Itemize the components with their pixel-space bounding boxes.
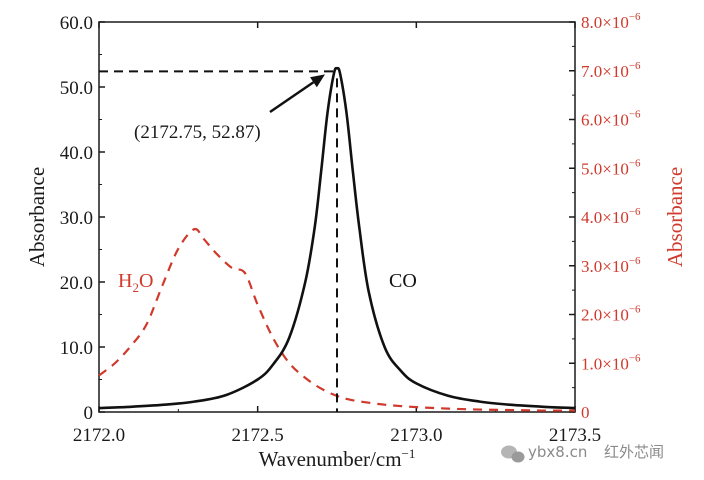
tick-labels: 2172.0 2172.5 2173.0 2173.5 0 10.0 20.0 30.0 40.… <box>60 11 641 446</box>
y-left-tick-label: 30.0 <box>60 208 93 229</box>
h2o-series-label: H2O <box>118 270 153 295</box>
y-right-tick-label: 5.0×10−6 <box>581 157 641 178</box>
watermark-domain: ybx8.cn <box>528 443 587 461</box>
y-left-tick-label: 0 <box>84 403 94 424</box>
x-tick-label: 2173.0 <box>390 425 442 446</box>
x-tick-label: 2172.5 <box>232 425 284 446</box>
peak-arrow <box>269 81 315 114</box>
peak-arrow-head <box>310 74 325 88</box>
watermark-text: 红外芯闻 <box>604 443 664 461</box>
y-right-tick-label: 6.0×10−6 <box>581 109 641 130</box>
y-left-tick-label: 60.0 <box>60 13 93 34</box>
x-tick-label: 2172.0 <box>73 425 125 446</box>
co-series-line <box>98 66 576 410</box>
co-series-label: CO <box>389 270 417 292</box>
y-left-tick-label: 40.0 <box>60 143 93 164</box>
h2o-series-line <box>98 227 576 412</box>
y-left-tick-label: 50.0 <box>60 78 93 99</box>
y-right-tick-label: 3.0×10−6 <box>581 255 641 276</box>
annotation-layer: (2172.75, 52.87) <box>99 70 338 412</box>
y-left-tick-label: 10.0 <box>60 338 93 359</box>
y-right-tick-label: 2.0×10−6 <box>581 304 641 325</box>
wechat-icon <box>501 445 525 463</box>
y-right-tick-label: 4.0×10−6 <box>581 206 641 227</box>
y-right-tick-label: 8.0×10−6 <box>581 11 641 32</box>
x-tick-label: 2173.5 <box>549 425 601 446</box>
y-right-tick-label: 7.0×10−6 <box>581 60 641 81</box>
y-right-tick-label: 0 <box>581 403 590 422</box>
y-left-tick-label: 20.0 <box>60 273 93 294</box>
x-axis-title: Wavenumber/cm−1 <box>259 446 416 471</box>
y-axis-right-title: Absorbance <box>663 167 687 267</box>
watermark: ybx8.cn 红外芯闻 <box>501 443 664 463</box>
series-layer <box>98 66 576 412</box>
peak-coordinate-label: (2172.75, 52.87) <box>134 122 261 143</box>
y-right-tick-label: 1.0×10−6 <box>581 352 641 373</box>
y-axis-left-title: Absorbance <box>25 167 49 267</box>
